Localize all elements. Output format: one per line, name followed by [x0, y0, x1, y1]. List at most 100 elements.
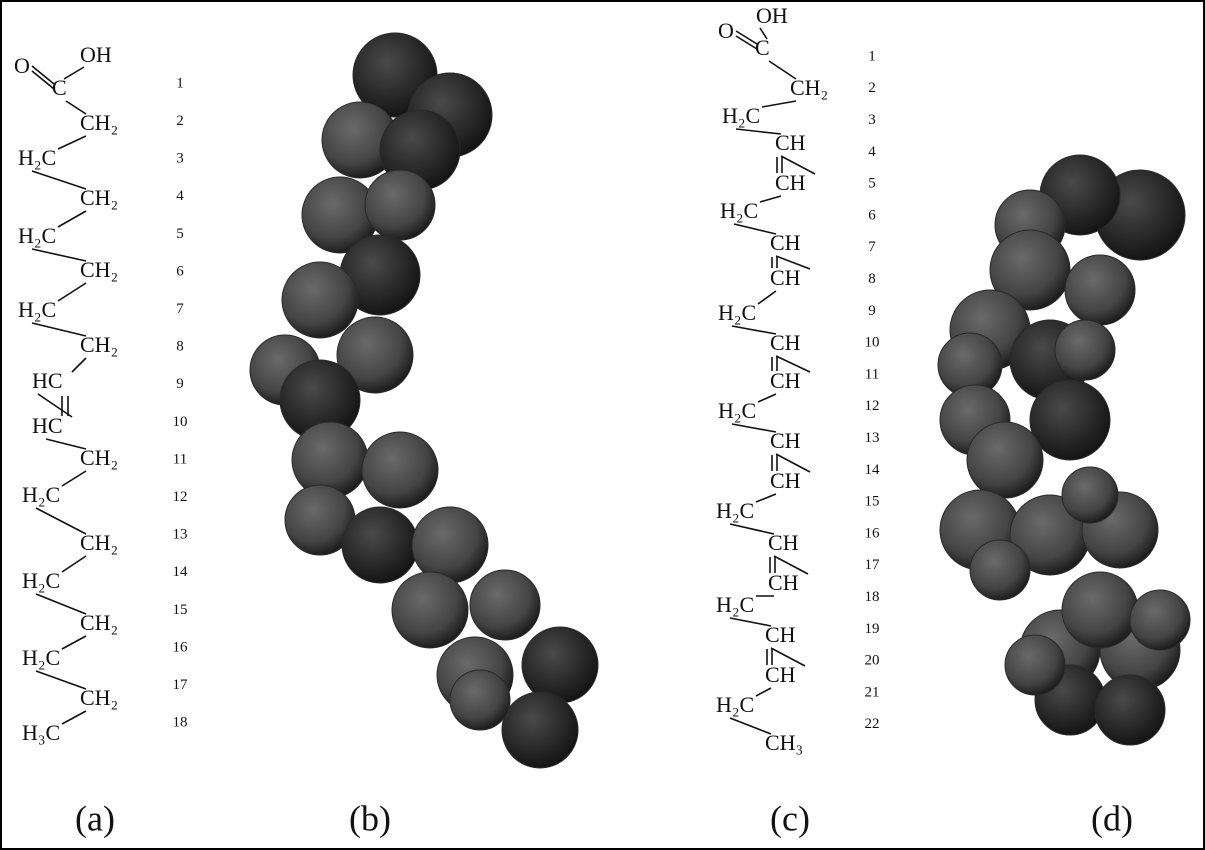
bond	[780, 155, 816, 175]
bond	[729, 523, 775, 535]
atom-label: CH	[768, 530, 799, 555]
atom-label: CH₂	[80, 610, 118, 635]
carbon-number: 14	[865, 462, 881, 478]
atom-label: H₂C	[18, 297, 56, 322]
carbon-number: 20	[865, 653, 880, 669]
bond	[755, 687, 772, 697]
atom-sphere	[364, 169, 436, 241]
bond	[61, 635, 87, 650]
bond	[35, 507, 87, 535]
atom-label: C	[52, 75, 67, 100]
carbon-number: 7	[176, 301, 184, 317]
bond	[735, 35, 758, 50]
atom-label: OH	[756, 3, 788, 28]
atom-label: C	[755, 35, 770, 60]
atom-label: CH₂	[80, 110, 118, 135]
atom-label: H₂C	[22, 482, 60, 507]
bond	[729, 617, 772, 627]
atom-sphere	[1029, 379, 1111, 461]
bond	[757, 393, 777, 403]
carbon-number: 17	[173, 677, 189, 693]
bond	[31, 322, 87, 337]
carbon-number: 18	[173, 715, 188, 731]
bond	[71, 357, 87, 373]
bond	[31, 248, 87, 262]
atom-sphere	[1054, 319, 1116, 381]
carbon-number: 3	[176, 151, 184, 167]
bond	[757, 290, 777, 305]
atom-sphere	[336, 316, 414, 394]
atom-label: CH	[770, 230, 801, 255]
atom-label: H₂C	[22, 568, 60, 593]
atom-label: CH₂	[80, 530, 118, 555]
bond	[61, 710, 87, 725]
atom-label: H₂C	[18, 223, 56, 248]
bond	[768, 60, 797, 80]
carbon-number: 9	[176, 376, 184, 392]
atom-label: H₂C	[716, 498, 754, 523]
bond	[35, 670, 87, 690]
carbon-number: 4	[868, 144, 876, 160]
carbon-number: 22	[865, 716, 880, 732]
atom-sphere	[989, 229, 1071, 311]
carbon-number: 17	[865, 557, 881, 573]
atom-label: CH	[770, 265, 801, 290]
carbon-number: 10	[173, 414, 188, 430]
bond	[61, 470, 87, 487]
atom-label: CH	[768, 570, 799, 595]
atom-label: CH₂	[80, 332, 118, 357]
atom-sphere	[1064, 254, 1136, 326]
atom-label: H₂C	[716, 592, 754, 617]
carbon-number: 9	[868, 303, 876, 319]
atom-label: H₃C	[22, 720, 60, 745]
atom-sphere	[411, 506, 489, 584]
atom-label: CH₂	[80, 685, 118, 710]
atom-label: CH	[765, 622, 796, 647]
bond	[57, 135, 87, 150]
atom-label: CH₃	[765, 730, 803, 755]
atom-label: H₂C	[18, 145, 56, 170]
atom-label: H₂C	[720, 198, 758, 223]
atom-label: H₂C	[716, 692, 754, 717]
bond	[57, 282, 87, 302]
carbon-number: 21	[865, 684, 880, 700]
atom-sphere	[281, 261, 359, 339]
atom-sphere	[341, 506, 419, 584]
atom-label: H₂C	[22, 645, 60, 670]
atom-sphere	[1129, 589, 1191, 651]
bond	[759, 195, 782, 203]
bond	[57, 210, 87, 228]
bond	[755, 493, 777, 503]
carbon-number: 19	[865, 621, 880, 637]
atom-label: CH	[770, 428, 801, 453]
atom-sphere	[521, 626, 599, 704]
atom-label: CH	[770, 468, 801, 493]
carbon-number: 4	[176, 188, 184, 204]
atom-sphere	[966, 421, 1044, 499]
atom-label: CH₂	[80, 185, 118, 210]
carbon-number: 14	[173, 564, 189, 580]
carbon-number: 2	[176, 113, 184, 129]
atom-label: O	[718, 18, 734, 43]
carbon-number: 18	[865, 589, 880, 605]
atom-label: H₂C	[722, 103, 760, 128]
panel-label: (a)	[75, 798, 115, 838]
atom-label: CH₂	[80, 257, 118, 282]
carbon-number: 11	[173, 451, 187, 467]
carbon-number: 5	[868, 176, 876, 192]
atom-label: O	[14, 53, 30, 78]
atom-sphere	[501, 691, 579, 769]
atom-sphere	[1061, 466, 1119, 524]
labels: O OH C CH₂ H₂C CH₂ H₂C CH₂ H₂C CH₂ HC HC CH₂ H₂C CH₂ H₂…	[14, 3, 1133, 838]
bond	[735, 30, 758, 45]
bond	[773, 555, 809, 575]
carbon-number: 1	[176, 75, 184, 91]
atom-label: H₂C	[718, 398, 756, 423]
atom-label: CH₂	[790, 75, 828, 100]
atom-sphere	[361, 431, 439, 509]
carbon-number: 13	[173, 527, 188, 543]
bond	[759, 27, 768, 40]
carbon-number: 5	[176, 226, 184, 242]
atom-label: OH	[80, 42, 112, 67]
